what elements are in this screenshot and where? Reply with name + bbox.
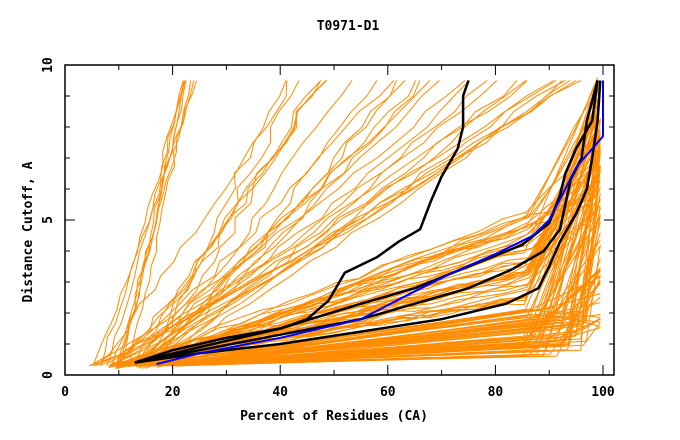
orange-model-lines (89, 77, 601, 370)
orange-model-line (146, 80, 378, 367)
x-tick-label: 20 (165, 385, 181, 400)
orange-model-line (100, 80, 186, 366)
x-tick-label: 80 (488, 385, 504, 400)
chart-title: T0971-D1 (317, 19, 380, 34)
y-tick-label: 10 (41, 57, 56, 73)
orange-model-line (118, 80, 395, 366)
model-black-4 (134, 80, 599, 364)
orange-model-line (182, 302, 601, 367)
orange-model-line (99, 80, 555, 367)
orange-model-line (146, 80, 488, 367)
orange-model-line (182, 145, 601, 367)
orange-model-line (95, 80, 577, 367)
model-black-1 (134, 80, 470, 364)
orange-model-line (178, 270, 601, 367)
highlighted-model-lines (134, 80, 604, 366)
orange-model-line (148, 313, 601, 367)
tick-labels: 0 20 40 60 80 100 0 5 10 (41, 57, 615, 400)
orange-model-line (121, 80, 566, 367)
orange-model-line (129, 80, 192, 366)
orange-model-line (139, 80, 421, 367)
orange-model-line (116, 80, 322, 366)
x-tick-label: 60 (380, 385, 396, 400)
y-tick-label: 5 (41, 216, 56, 224)
x-axis-label: Percent of Residues (CA) (240, 409, 428, 424)
orange-model-line (120, 104, 599, 364)
orange-model-line (94, 80, 466, 367)
reference-blue (156, 80, 604, 366)
orange-model-line (160, 318, 601, 367)
model-black-2 (134, 80, 599, 364)
y-tick-label: 0 (41, 371, 56, 379)
orange-model-line (129, 192, 601, 367)
orange-model-line (121, 162, 598, 368)
axis-ticks (64, 64, 614, 376)
orange-model-line (117, 80, 185, 366)
orange-model-line (115, 80, 187, 366)
model-black-3 (134, 80, 602, 364)
x-tick-label: 0 (61, 385, 69, 400)
x-tick-label: 100 (591, 385, 615, 400)
orange-model-line (143, 80, 287, 366)
orange-model-line (118, 80, 185, 366)
orange-model-line (153, 90, 601, 367)
y-axis-label: Distance Cutoff, A (21, 161, 36, 302)
orange-model-line (142, 80, 527, 367)
orange-model-line (133, 80, 440, 367)
orange-model-line (89, 80, 288, 367)
orange-model-line (127, 80, 557, 367)
orange-model-line (123, 80, 470, 367)
orange-model-line (136, 161, 598, 367)
orange-model-line (132, 276, 601, 367)
orange-model-line (132, 80, 518, 367)
orange-model-line (106, 80, 184, 366)
orange-model-line (138, 98, 599, 369)
orange-model-line (144, 322, 601, 367)
x-tick-label: 40 (272, 385, 288, 400)
orange-model-line (89, 80, 528, 367)
